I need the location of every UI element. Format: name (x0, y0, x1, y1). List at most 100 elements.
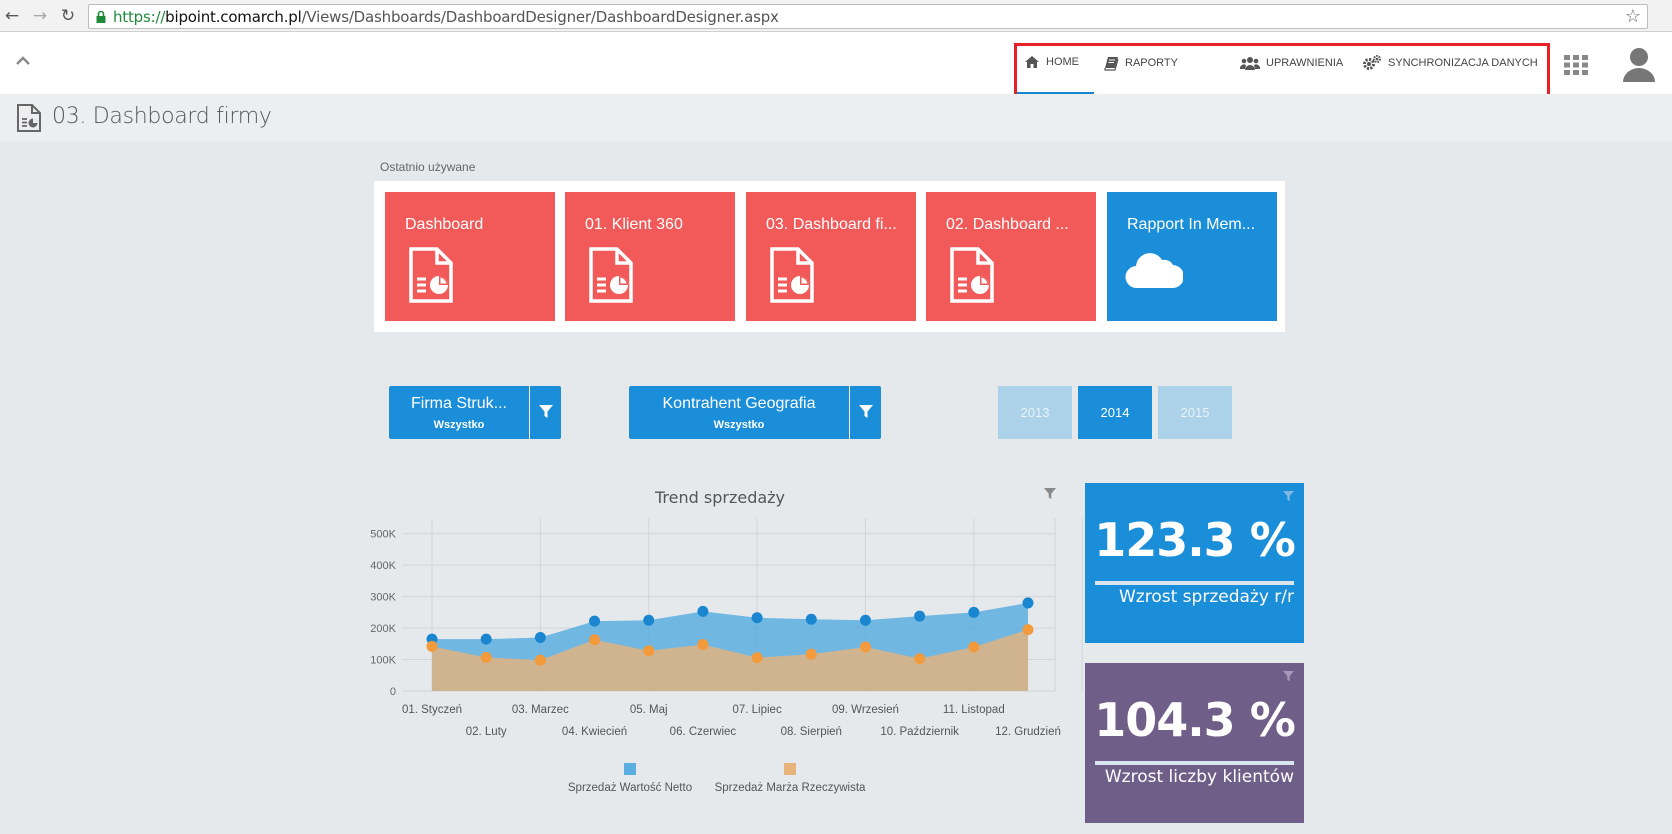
year-button-2014[interactable]: 2014 (1078, 386, 1152, 439)
nav-item-home[interactable]: HOME (1016, 32, 1094, 94)
x-tick-label: 06. Czerwiec (670, 726, 737, 738)
nav-item-uprawnienia[interactable]: UPRAWNIENIA (1240, 32, 1343, 94)
data-point (426, 633, 438, 645)
series-area (432, 629, 1028, 691)
data-point (751, 652, 763, 664)
tile-title: Dashboard (405, 216, 484, 233)
filter-title: Kontrahent Geografia (662, 395, 816, 412)
plot-area (402, 518, 1055, 691)
data-point (859, 614, 871, 626)
data-point (805, 648, 817, 660)
data-point (751, 612, 763, 624)
nav-label-synchronizacja: SYNCHRONIZACJA DANYCH (1388, 57, 1538, 69)
data-point (859, 641, 871, 653)
filter-main[interactable]: Firma Struk... Wszystko (389, 386, 529, 439)
data-point (589, 615, 601, 627)
data-point (534, 632, 546, 644)
tile-title: Rapport In Mem... (1127, 216, 1256, 233)
report-icon (770, 247, 814, 303)
legend-label: Sprzedaż Marża Rzeczywista (715, 782, 866, 794)
filter-button[interactable] (529, 386, 561, 439)
x-tick-label: 07. Lipiec (732, 704, 781, 716)
kpi-funnel-icon[interactable] (1283, 491, 1294, 502)
kpi-label: Wzrost liczby klientów (1104, 767, 1294, 787)
data-point (697, 605, 709, 617)
recent-tile[interactable]: 02. Dashboard ... (926, 192, 1096, 321)
year-button-2015[interactable]: 2015 (1158, 386, 1232, 439)
browser-toolbar: ← → ↻ https://bipoint.comarch.pl/Views/D… (0, 0, 1672, 32)
home-icon (1025, 56, 1039, 68)
legend-swatch (784, 763, 796, 775)
x-tick-label: 01. Styczeń (402, 704, 462, 716)
nav-item-synchronizacja[interactable]: SYNCHRONIZACJA DANYCH (1362, 32, 1538, 94)
recent-tile[interactable]: 01. Klient 360 (565, 192, 735, 321)
x-tick-label: 09. Wrzesień (832, 704, 899, 716)
bookmark-star-icon[interactable]: ☆ (1624, 6, 1641, 26)
year-button-2013[interactable]: 2013 (998, 386, 1072, 439)
filter-value: Wszystko (433, 419, 485, 431)
apps-grid-icon[interactable] (1564, 55, 1588, 75)
x-tick-label: 11. Listopad (943, 704, 1005, 716)
gears-icon (1363, 55, 1381, 70)
nav-label-home: HOME (1046, 56, 1079, 68)
y-tick-label: 500K (370, 529, 396, 541)
x-tick-label: 03. Marzec (512, 704, 569, 716)
recent-tile[interactable]: Dashboard (385, 192, 555, 321)
recent-tile[interactable]: Rapport In Mem... (1107, 192, 1277, 321)
report-icon (409, 247, 453, 303)
recent-tile[interactable]: 03. Dashboard fi... (746, 192, 916, 321)
filter-main[interactable]: Kontrahent Geografia Wszystko (629, 386, 849, 439)
filter-firma-struktura[interactable]: Firma Struk... Wszystko (389, 386, 561, 439)
kpi-card-sales-growth: 123.3 % Wzrost sprzedaży r/r (1085, 483, 1304, 643)
filter-value: Wszystko (713, 419, 765, 431)
kpi-value: 123.3 % (1094, 513, 1296, 567)
series-area (432, 602, 1028, 691)
data-point (643, 614, 655, 626)
address-bar[interactable]: https://bipoint.comarch.pl/Views/Dashboa… (88, 4, 1648, 29)
legend-label: Sprzedaż Wartość Netto (568, 782, 692, 794)
recent-panel: Dashboard 01. Klient 360 03. Dashboard f… (374, 181, 1285, 332)
nav-label-uprawnienia: UPRAWNIENIA (1266, 57, 1344, 69)
tile-title: 01. Klient 360 (585, 216, 683, 233)
filter-button[interactable] (849, 386, 881, 439)
chart-title: Trend sprzedaży (655, 488, 786, 507)
kpi-card-client-growth: 104.3 % Wzrost liczby klientów (1085, 663, 1304, 823)
x-tick-label: 10. Październik (880, 726, 959, 738)
back-arrow-icon[interactable]: ← (4, 6, 20, 26)
kpi-divider (1095, 581, 1294, 585)
nav-label-raporty: RAPORTY (1125, 57, 1178, 69)
y-tick-label: 200K (370, 623, 396, 635)
data-point (534, 654, 546, 666)
chevron-up-icon[interactable] (14, 52, 32, 70)
kpi-funnel-icon[interactable] (1283, 671, 1294, 682)
y-tick-label: 100K (370, 655, 396, 667)
book-icon (1104, 56, 1119, 71)
tile-title: 03. Dashboard fi... (766, 216, 897, 233)
users-icon (1240, 56, 1260, 70)
data-point (643, 645, 655, 657)
data-point (1022, 597, 1034, 609)
data-point (914, 653, 926, 665)
dashboard-document-icon (17, 104, 41, 132)
url-text: https://bipoint.comarch.pl/Views/Dashboa… (113, 8, 779, 26)
report-icon (950, 247, 994, 303)
data-point (805, 613, 817, 625)
x-tick-label: 02. Luty (466, 726, 507, 738)
chart-funnel-icon[interactable] (1044, 488, 1056, 500)
filter-kontrahent-geografia[interactable]: Kontrahent Geografia Wszystko (629, 386, 881, 439)
cloud-icon (1125, 253, 1183, 289)
reload-icon[interactable]: ↻ (60, 6, 76, 26)
data-point (480, 651, 492, 663)
x-tick-label: 05. Maj (630, 704, 668, 716)
user-avatar-icon[interactable] (1622, 46, 1656, 82)
page-title: 03. Dashboard firmy (52, 104, 272, 129)
forward-arrow-icon[interactable]: → (32, 6, 48, 26)
kpi-label: Wzrost sprzedaży r/r (1119, 587, 1294, 607)
kpi-divider (1095, 761, 1294, 765)
funnel-icon (539, 405, 553, 418)
nav-item-raporty[interactable]: RAPORTY (1104, 32, 1178, 94)
data-point (914, 610, 926, 622)
data-point (968, 641, 980, 653)
data-point (697, 638, 709, 650)
data-point (1022, 624, 1034, 636)
